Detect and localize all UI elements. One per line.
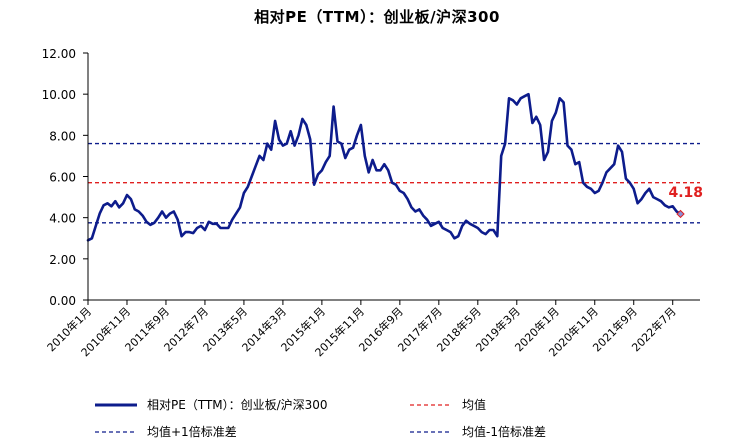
- y-tick-label: 4.00: [49, 212, 76, 226]
- legend-label-0: 相对PE（TTM）：创业板/沪深300: [147, 398, 328, 412]
- reference-lines: [88, 142, 700, 224]
- y-tick-label: 2.00: [49, 253, 76, 267]
- x-axis-ticks: 2010年1月2010年11月2011年9月2012年7月2013年5月2014…: [44, 300, 679, 359]
- y-tick-label: 0.00: [49, 294, 76, 308]
- y-tick-label: 10.00: [42, 88, 76, 102]
- axes: [87, 53, 700, 301]
- y-axis-ticks: 0.00 2.00 4.00 6.00 8.00 10.00 12.00: [42, 47, 88, 308]
- legend-label-2: 均值+1倍标准差: [147, 424, 237, 439]
- y-tick-label: 8.00: [49, 129, 76, 143]
- series-layer: [86, 92, 682, 242]
- chart-title: 相对PE（TTM）：创业板/沪深300: [254, 8, 500, 26]
- series-line-0: [86, 92, 682, 242]
- legend-label-3: 均值-1倍标准差: [462, 424, 546, 439]
- last-value-marker: [676, 209, 685, 219]
- y-tick-label: 12.00: [42, 47, 76, 61]
- annotation-layer: 4.18: [669, 185, 704, 219]
- legend-label-1: 均值: [462, 397, 486, 412]
- last-value-label: 4.18: [669, 185, 704, 201]
- y-tick-label: 6.00: [49, 171, 76, 185]
